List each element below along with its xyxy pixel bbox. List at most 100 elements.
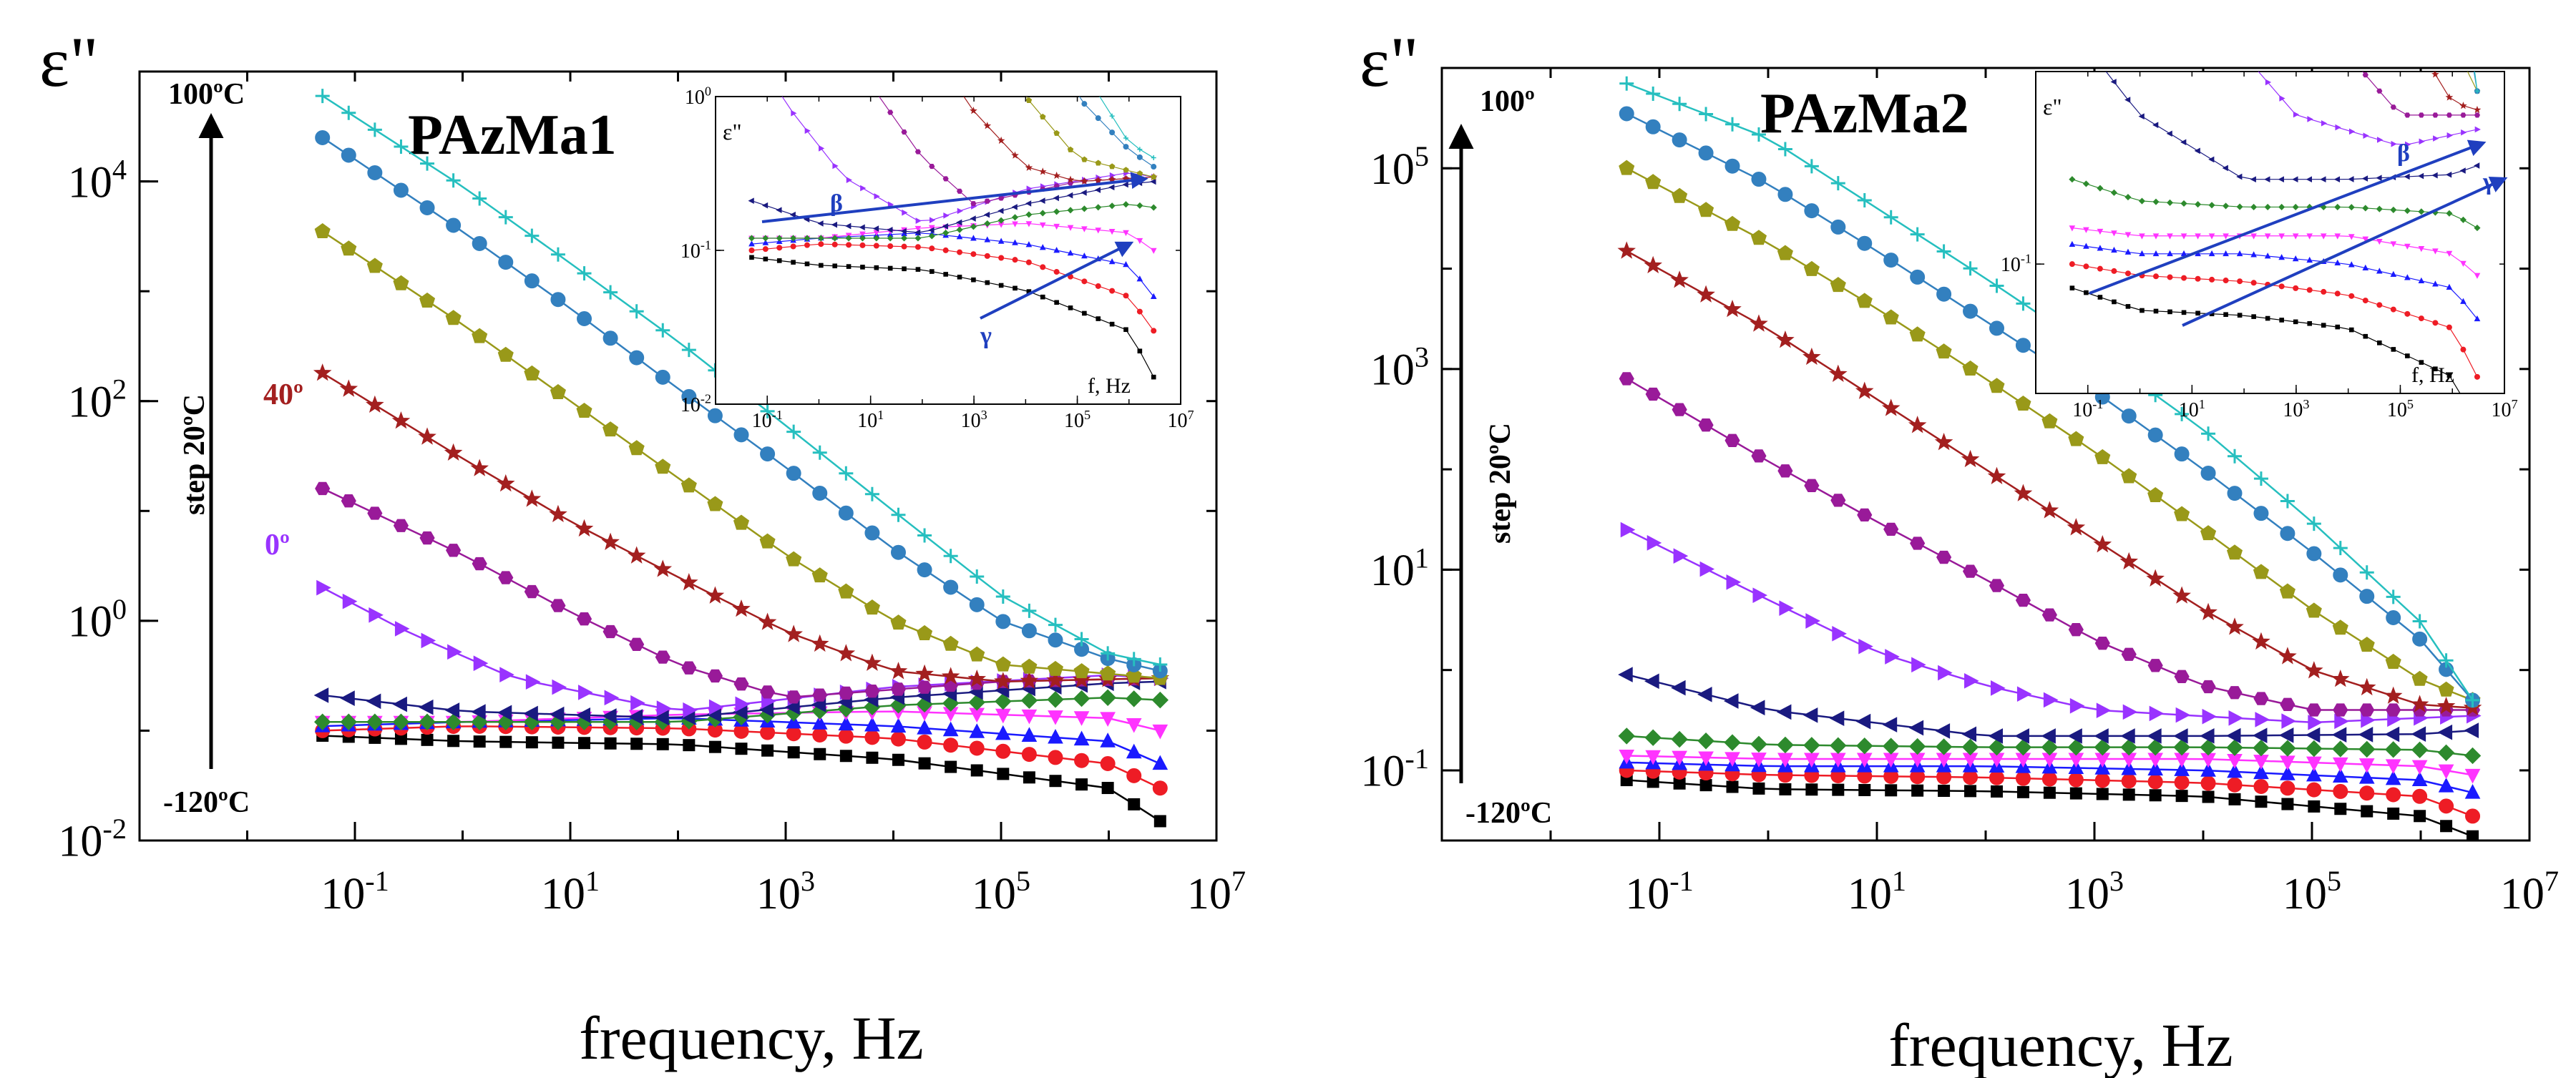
data-point	[444, 443, 463, 461]
data-point	[2120, 738, 2137, 756]
data-point	[1964, 673, 1979, 689]
data-point	[2015, 338, 2031, 353]
inset-data-point	[1026, 0, 1031, 5]
inset-data-point	[2306, 233, 2313, 240]
data-point	[2147, 760, 2163, 776]
inset-data-point	[2363, 132, 2369, 139]
inset-data-point	[887, 201, 894, 208]
data-point	[342, 593, 358, 609]
inset-data-point	[2152, 198, 2160, 205]
data-point	[2174, 670, 2190, 683]
temp-label-0: 0º	[265, 529, 290, 562]
inset-data-point	[2264, 176, 2270, 183]
data-point	[654, 710, 669, 726]
data-point	[1964, 785, 1977, 798]
inset-data-point	[2124, 194, 2132, 201]
data-point	[1672, 132, 1687, 148]
data-point	[1961, 449, 1980, 468]
data-point	[2253, 564, 2270, 579]
inset-data-point	[2390, 241, 2397, 248]
inset-data-point	[1053, 223, 1060, 230]
inset-data-point	[2250, 176, 2256, 183]
data-point	[1021, 623, 1037, 639]
data-point	[2121, 773, 2137, 789]
x-tick-label: 105	[972, 865, 1030, 918]
inset-data-point	[819, 263, 824, 268]
data-point	[838, 715, 854, 731]
inset-data-point	[1025, 259, 1032, 265]
data-point	[1699, 561, 1715, 577]
inset-data-point	[2236, 250, 2243, 257]
data-point	[680, 573, 698, 591]
data-point	[1936, 753, 1952, 768]
inset-chart: 10-1 101 103 105 107 10-1 ε" f, Hz β γ	[2001, 71, 2518, 421]
data-point	[1618, 727, 1635, 745]
data-point	[2147, 659, 2163, 672]
data-point	[1857, 192, 1872, 207]
data-point	[812, 485, 828, 501]
data-point	[418, 427, 436, 445]
inset-data-point	[915, 217, 922, 224]
data-point	[2200, 775, 2216, 791]
data-point	[1751, 449, 1767, 463]
inset-data-point	[2237, 278, 2243, 285]
inset-data-point	[791, 109, 797, 117]
data-point	[2227, 486, 2243, 501]
data-point	[550, 383, 566, 399]
inset-data-point	[1151, 155, 1156, 161]
inset-x-tick-label: 101	[2179, 397, 2205, 421]
data-point	[1100, 712, 1116, 727]
inset-data-point	[1137, 348, 1143, 354]
data-point	[446, 173, 461, 188]
data-point	[2306, 602, 2322, 618]
data-point	[653, 559, 673, 577]
inset-data-point	[1108, 258, 1116, 265]
inset-data-point	[2432, 112, 2439, 118]
data-point	[313, 713, 331, 730]
data-point	[550, 292, 566, 308]
inset-data-point	[2236, 173, 2243, 180]
inset-data-point	[817, 235, 824, 242]
data-point	[2439, 798, 2454, 814]
inset-data-point	[2097, 228, 2104, 235]
data-point	[447, 735, 460, 748]
inset-data-point	[859, 242, 866, 248]
data-point	[1830, 176, 1845, 191]
inset-data-point	[860, 185, 867, 192]
inset-data-point	[957, 87, 962, 93]
inset-data-point	[985, 280, 990, 285]
data-point	[629, 304, 644, 319]
data-point	[1073, 690, 1091, 707]
inset-data-point	[1053, 247, 1060, 253]
inset-data-point	[928, 232, 935, 240]
inset-data-point	[1054, 11, 1059, 16]
inset-data-point	[1025, 163, 1033, 171]
data-point	[393, 275, 409, 290]
data-point	[1777, 142, 1792, 157]
data-point	[1723, 299, 1742, 318]
inset-data-point	[1123, 230, 1129, 237]
data-point	[707, 496, 723, 511]
data-point	[1644, 729, 1662, 746]
inset-series-line	[2072, 244, 2478, 320]
data-point	[812, 445, 827, 460]
data-point	[2384, 741, 2402, 758]
inset-data-point	[2446, 324, 2452, 330]
data-point	[1777, 464, 1793, 478]
data-point	[2359, 589, 2375, 604]
data-point	[602, 624, 618, 639]
data-point	[1910, 536, 1926, 550]
inset-data-point	[2167, 309, 2172, 315]
data-point	[2306, 703, 2322, 717]
data-point	[1855, 713, 1871, 730]
inset-data-point	[1067, 250, 1074, 256]
data-point	[2411, 760, 2428, 775]
inset-data-point	[2376, 175, 2382, 182]
data-point	[1725, 117, 1740, 132]
inset-data-point	[1053, 195, 1059, 202]
inset-data-point	[1053, 208, 1060, 215]
inset-data-point	[2180, 200, 2187, 207]
inset-plot-frame	[2035, 71, 2505, 394]
inset-data-point	[901, 243, 907, 250]
inset-data-point	[2181, 275, 2187, 281]
